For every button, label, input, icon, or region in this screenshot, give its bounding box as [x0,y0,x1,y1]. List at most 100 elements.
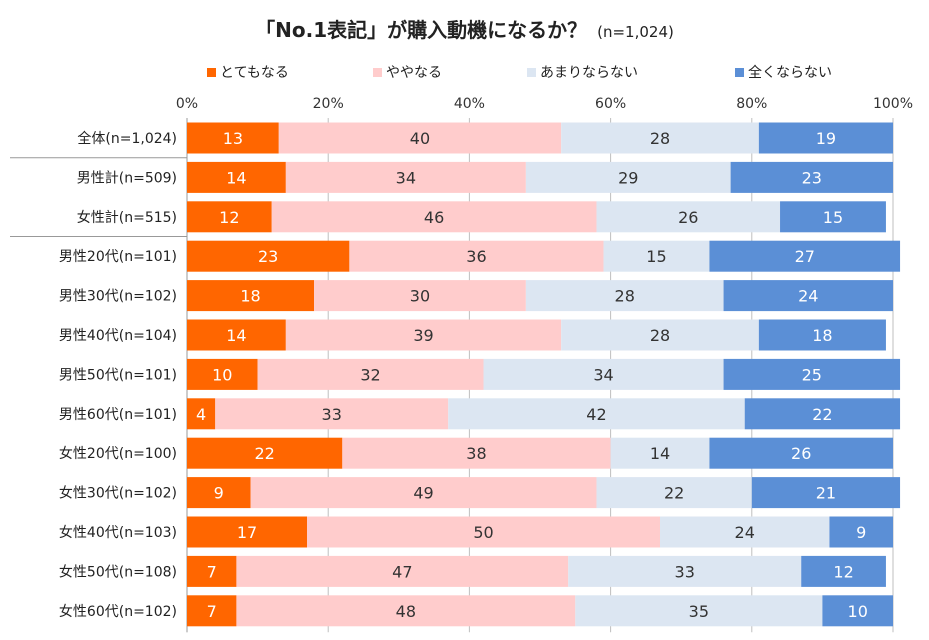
bar-segment-1 [236,555,569,587]
data-label: 7 [207,602,217,621]
data-label: 22 [812,405,832,424]
bar-segment-0 [187,319,286,351]
data-label: 27 [795,247,815,266]
data-label: 35 [689,602,709,621]
bar-segment-3 [751,477,901,509]
legend-label-series-0: とてもなる [220,65,289,81]
data-label: 14 [226,168,246,187]
data-label: 13 [223,129,243,148]
data-label: 48 [396,602,416,621]
bar-segment-0 [187,595,237,627]
bar-segment-2 [483,358,724,390]
data-label: 21 [816,484,836,503]
bar-segment-0 [187,161,286,193]
chart-legend: とてもなる ややなる あまりならない 全くならない [0,62,929,84]
x-tick-label: 0% [176,96,198,112]
bar-segment-1 [342,437,611,469]
bar-segment-0 [187,201,272,233]
data-label: 28 [615,287,635,306]
legend-label-series-1: ややなる [386,65,442,81]
legend-label-series-3: 全くならない [748,65,832,81]
legend-item-series-0: とてもなる [207,62,289,82]
data-label: 50 [473,523,493,542]
bar-segment-3 [780,201,886,233]
x-tick-label: 20% [313,96,344,112]
data-label: 22 [254,444,274,463]
data-label: 22 [664,484,684,503]
bar-segment-2 [575,595,823,627]
x-tick-label: 60% [595,96,626,112]
bar-segment-2 [610,437,710,469]
chart-title: 「No.1表記」が購入動機になるか？ (n=1,024) [0,14,929,43]
bar-segment-2 [660,516,830,548]
bar-segment-3 [709,240,901,272]
category-label: 男性40代(n=104) [59,328,177,344]
category-label: 男性30代(n=102) [59,289,177,305]
bar-segment-2 [448,398,745,430]
data-label: 40 [410,129,430,148]
bar-segment-0 [187,358,258,390]
category-label: 女性20代(n=100) [59,445,177,462]
data-label: 10 [848,602,868,621]
bar-segment-3 [822,595,893,627]
data-label: 25 [802,365,822,384]
data-label: 28 [650,326,670,345]
data-label: 4 [196,405,206,424]
x-tick-label: 100% [873,96,913,112]
data-label: 24 [735,523,755,542]
bar-segment-3 [730,161,893,193]
data-label: 49 [413,484,433,503]
bar-segment-0 [187,240,350,272]
bar-segment-1 [314,280,526,312]
bar-segment-2 [525,280,724,312]
data-label: 42 [586,405,606,424]
data-label: 18 [240,287,260,306]
data-label: 9 [214,484,224,503]
legend-item-series-1: ややなる [373,62,442,82]
bar-segment-1 [215,398,449,430]
data-label: 28 [650,129,670,148]
bar-segment-3 [758,122,893,154]
bar-segment-1 [250,477,597,509]
data-label: 34 [593,365,613,384]
data-label: 7 [207,562,217,581]
bar-segment-3 [744,398,901,430]
bar-segment-0 [187,280,315,312]
bar-segment-1 [285,319,562,351]
bar-segment-0 [187,555,237,587]
category-label: 男性50代(n=101) [59,367,177,383]
data-label: 38 [466,444,486,463]
bar-segment-2 [525,161,731,193]
bar-segment-1 [278,122,562,154]
category-label: 女性30代(n=102) [59,485,177,502]
data-label: 36 [466,247,486,266]
data-label: 32 [360,365,380,384]
bar-segment-3 [723,358,901,390]
bar-segment-1 [307,516,661,548]
data-label: 17 [237,523,257,542]
data-label: 14 [226,326,246,345]
legend-swatch-series-2 [527,67,536,77]
bar-segment-0 [187,477,251,509]
bar-segment-3 [709,437,893,469]
bar-segment-1 [285,161,526,193]
data-label: 14 [650,444,670,463]
bar-segment-1 [257,358,484,390]
legend-item-series-2: あまりならない [527,62,638,82]
data-label: 39 [413,326,433,345]
data-label: 24 [798,287,818,306]
bar-segment-3 [801,555,886,587]
bar-segment-1 [349,240,604,272]
category-label: 全体(n=1,024) [77,130,177,147]
data-label: 34 [396,168,416,187]
bar-segment-2 [568,555,802,587]
x-tick-label: 80% [736,96,767,112]
data-label: 29 [618,168,638,187]
bar-segment-0 [187,122,279,154]
bar-segment-1 [271,201,597,233]
category-label: 女性50代(n=108) [59,563,177,580]
data-label: 12 [833,562,853,581]
category-label: 女性計(n=515) [77,209,177,226]
bar-segment-1 [236,595,576,627]
sample-size-note: (n=1,024) [597,23,674,41]
